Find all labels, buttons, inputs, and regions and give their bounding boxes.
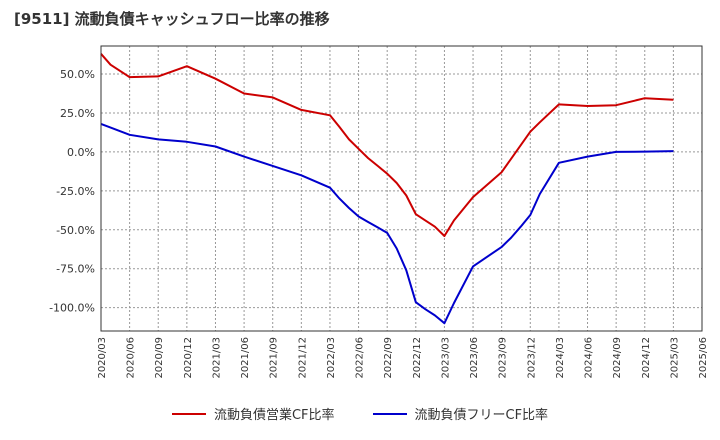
x-tick-label: 2020/12 [183,337,194,379]
y-tick-label: -25.0% [56,185,95,198]
legend: 流動負債営業CF比率 流動負債フリーCF比率 [0,404,720,423]
x-tick-label: 2025/06 [698,337,709,379]
x-tick-label: 2024/06 [584,337,595,379]
series-line-operating-cf [100,53,674,237]
x-tick-label: 2023/09 [498,337,509,379]
x-tick-label: 2024/09 [612,337,623,379]
legend-label: 流動負債フリーCF比率 [414,408,549,423]
legend-swatch-blue [372,412,407,415]
x-tick-label: 2021/06 [240,337,251,379]
x-axis-ticks: 2020/03 2020/06 2020/09 2020/12 2021/03 2021/… [97,337,709,379]
legend-item-operating-cf: 流動負債営業CF比率 [171,404,335,423]
x-tick-label: 2021/12 [297,337,308,379]
x-tick-label: 2022/06 [355,337,366,379]
x-tick-label: 2020/06 [126,337,137,379]
y-tick-label: -100.0% [49,302,95,315]
x-tick-label: 2021/09 [269,337,280,379]
x-tick-label: 2025/03 [669,337,680,379]
x-tick-label: 2024/03 [555,337,566,379]
x-tick-label: 2023/12 [526,337,537,379]
series-line-free-cf [100,122,674,325]
x-tick-label: 2024/12 [641,337,652,379]
y-tick-label: -50.0% [56,224,95,237]
legend-swatch-red [171,412,206,415]
y-tick-label: 50.0% [60,68,95,81]
y-tick-label: 25.0% [60,107,95,120]
series-lines [100,53,674,325]
legend-item-free-cf: 流動負債フリーCF比率 [372,404,549,423]
x-tick-label: 2022/09 [383,337,394,379]
y-tick-label: -75.0% [56,263,95,276]
y-axis-ticks: 50.0% 25.0% 0.0% -25.0% -50.0% -75.0% -100.0% [49,68,95,315]
x-tick-label: 2023/03 [440,337,451,379]
x-tick-label: 2022/03 [326,337,337,379]
x-tick-label: 2022/12 [412,337,423,379]
x-tick-label: 2020/09 [154,337,165,379]
x-tick-label: 2023/06 [469,337,480,379]
x-tick-label: 2021/03 [211,337,222,379]
legend-label: 流動負債営業CF比率 [213,408,335,423]
plot-frame [100,45,703,332]
chart-title: [9511] 流動負債キャッシュフロー比率の推移 [14,10,330,28]
x-tick-label: 2020/03 [97,337,108,379]
y-tick-label: 0.0% [67,146,95,159]
